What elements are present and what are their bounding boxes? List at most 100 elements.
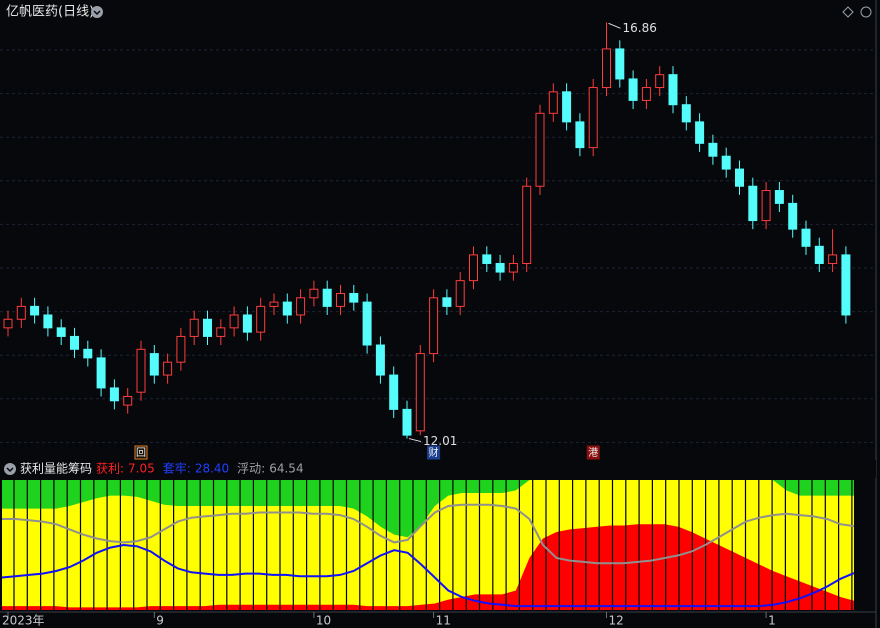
candle-body xyxy=(828,254,838,264)
candle-body xyxy=(389,374,399,410)
candle-body xyxy=(296,297,306,316)
line xyxy=(1,543,855,608)
candle-body xyxy=(149,353,159,376)
candle-body xyxy=(3,318,13,329)
x-tick-label: 10 xyxy=(316,614,331,628)
candle-body xyxy=(841,254,851,316)
x-tick-label: 11 xyxy=(436,614,451,628)
candle-body xyxy=(282,301,292,316)
candle-body xyxy=(469,254,478,282)
candle-body xyxy=(203,318,212,337)
candle-body xyxy=(442,297,452,307)
candle-body xyxy=(189,318,199,337)
x-tick-label: 12 xyxy=(609,614,624,628)
legend-value: 64.54 xyxy=(269,462,303,476)
candle-body xyxy=(721,155,731,170)
legend-name: 套牢: xyxy=(163,461,191,476)
event-marker xyxy=(586,445,600,460)
candle-body xyxy=(229,314,239,329)
candle-body xyxy=(96,357,106,389)
candle-body xyxy=(655,74,665,89)
candle-body xyxy=(735,168,744,187)
candle-body xyxy=(349,293,359,303)
candle-body xyxy=(628,78,638,101)
legend-value: 28.40 xyxy=(195,462,229,476)
chart-title: 亿帆医药(日线) xyxy=(6,5,94,20)
candle-body xyxy=(242,314,252,333)
candle-body xyxy=(256,305,266,333)
event-marker xyxy=(134,445,148,460)
event-marker-label: 回 xyxy=(136,447,146,459)
candle-body xyxy=(375,344,385,376)
candle-body xyxy=(123,396,133,406)
event-marker-label: 港 xyxy=(588,447,598,459)
indicator-panel xyxy=(1,480,855,610)
candle-body xyxy=(548,91,558,114)
diamond-icon[interactable] xyxy=(842,6,854,18)
line xyxy=(2,503,855,565)
dropdown-arrow xyxy=(93,10,101,16)
candle-body xyxy=(136,348,146,393)
candle-body xyxy=(761,190,771,222)
candle-body xyxy=(562,91,572,123)
indicator-dropdown[interactable] xyxy=(4,463,16,475)
candle-body xyxy=(109,387,119,402)
indicator-header xyxy=(0,460,876,478)
candle-body xyxy=(336,293,345,307)
event-marker xyxy=(427,445,441,460)
candle-body xyxy=(429,297,439,355)
high-annotation: 16.86 xyxy=(623,21,657,35)
candle-body xyxy=(748,185,758,222)
candle-body xyxy=(495,262,505,273)
legend-name: 获利: xyxy=(96,462,124,476)
annotation-arrow xyxy=(608,22,621,29)
annotation-arrow xyxy=(408,438,422,443)
candle-body xyxy=(83,348,93,359)
candle-body xyxy=(615,48,625,80)
candle-body xyxy=(668,74,678,106)
candle-body xyxy=(602,48,611,89)
low-annotation: 12.01 xyxy=(423,434,457,448)
area xyxy=(2,524,854,610)
candle-body xyxy=(216,327,226,337)
candle-body xyxy=(415,353,425,432)
candle-body xyxy=(508,262,518,273)
candle-body xyxy=(402,408,412,436)
candle-body xyxy=(641,87,651,101)
candle-body xyxy=(588,87,598,149)
candle-body xyxy=(482,254,492,264)
candle-body xyxy=(708,142,718,157)
indicator-title: 获利量能筹码 xyxy=(20,462,92,476)
dropdown-arrow xyxy=(6,467,14,473)
candle-body xyxy=(814,245,824,264)
x-tick-label: 1 xyxy=(768,614,776,628)
legend-value: 7.05 xyxy=(128,462,155,476)
candle-body xyxy=(801,228,811,247)
candle-body xyxy=(70,335,79,350)
candle-body xyxy=(455,280,465,307)
candle-body xyxy=(535,112,545,187)
candle-body xyxy=(362,301,372,346)
candle-body xyxy=(56,327,66,337)
candle-body xyxy=(788,202,798,230)
candle-body xyxy=(309,288,319,299)
candle-body xyxy=(176,335,186,363)
dropdown-icon[interactable] xyxy=(91,6,103,18)
candle-body xyxy=(16,305,26,320)
candle-body xyxy=(269,301,279,307)
event-marker-label: 财 xyxy=(429,446,439,459)
candle-body xyxy=(163,361,173,376)
candle-body xyxy=(575,121,585,149)
legend-name: 浮动: xyxy=(237,462,265,476)
area xyxy=(2,480,854,538)
x-tick-label: 2023年 xyxy=(2,614,45,628)
candle-body xyxy=(30,305,40,316)
candle-body xyxy=(695,121,705,144)
candle-body xyxy=(322,288,332,307)
candle-body xyxy=(522,185,532,264)
circle-icon[interactable] xyxy=(860,6,872,18)
candle-body xyxy=(681,104,691,123)
x-tick-label: 9 xyxy=(156,614,164,628)
